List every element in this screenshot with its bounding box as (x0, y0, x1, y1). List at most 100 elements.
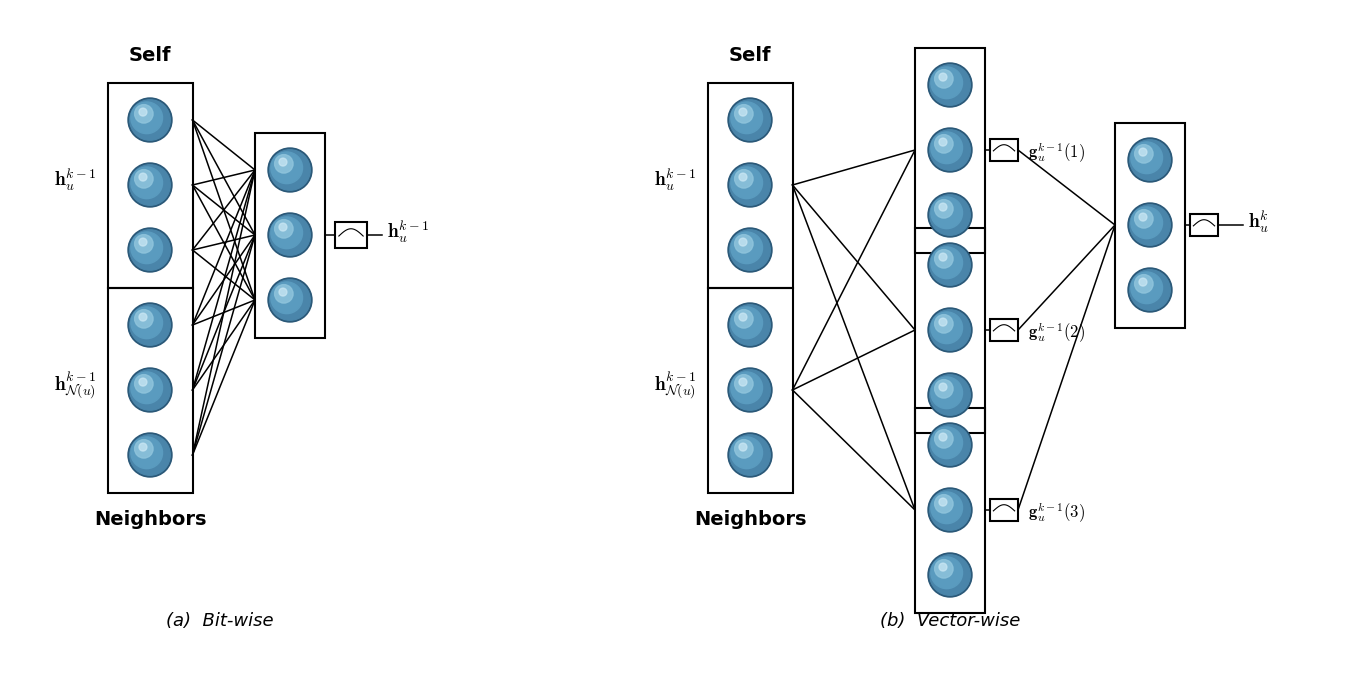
Circle shape (1139, 148, 1147, 156)
Circle shape (270, 152, 303, 184)
Text: $\mathbf{g}_{u}^{k-1}(3)$: $\mathbf{g}_{u}^{k-1}(3)$ (1028, 501, 1085, 525)
Bar (915, 407, 985, 613)
Text: Self: Self (729, 46, 771, 65)
Circle shape (927, 243, 971, 287)
Circle shape (130, 230, 170, 270)
Circle shape (930, 425, 970, 465)
Circle shape (740, 108, 746, 116)
Circle shape (731, 437, 763, 469)
Circle shape (731, 372, 763, 404)
Circle shape (930, 555, 970, 595)
Text: $\mathbf{h}_{u}^{k-1}$: $\mathbf{h}_{u}^{k-1}$ (654, 167, 696, 193)
Circle shape (930, 194, 970, 235)
Bar (708, 288, 793, 492)
Bar (915, 48, 985, 252)
Circle shape (934, 250, 954, 268)
Circle shape (930, 67, 963, 99)
Circle shape (134, 309, 154, 328)
Circle shape (279, 223, 287, 231)
Circle shape (268, 148, 311, 192)
Circle shape (130, 232, 162, 264)
Circle shape (729, 98, 772, 142)
Circle shape (729, 303, 772, 347)
Circle shape (938, 138, 947, 146)
Circle shape (927, 373, 971, 417)
Circle shape (731, 307, 763, 339)
Circle shape (270, 215, 310, 255)
Circle shape (130, 435, 170, 475)
Circle shape (1139, 213, 1147, 221)
Circle shape (130, 102, 162, 134)
Text: $\mathbf{h}_{\mathcal{N}(u)}^{k-1}$: $\mathbf{h}_{\mathcal{N}(u)}^{k-1}$ (654, 370, 696, 401)
Circle shape (729, 163, 772, 207)
Circle shape (139, 378, 147, 386)
Circle shape (1129, 140, 1170, 180)
Circle shape (1128, 138, 1172, 182)
Circle shape (934, 379, 954, 398)
Circle shape (934, 430, 954, 448)
Circle shape (134, 439, 154, 458)
Circle shape (1131, 207, 1162, 239)
Circle shape (128, 163, 172, 207)
Circle shape (938, 203, 947, 211)
Circle shape (128, 303, 172, 347)
Circle shape (740, 443, 746, 451)
Circle shape (130, 167, 162, 199)
Circle shape (938, 73, 947, 81)
Circle shape (730, 305, 770, 345)
Circle shape (130, 372, 162, 404)
Circle shape (279, 288, 287, 296)
Circle shape (930, 65, 970, 105)
Circle shape (930, 310, 970, 350)
Circle shape (274, 220, 294, 238)
Circle shape (729, 228, 772, 272)
Circle shape (1135, 145, 1152, 163)
Circle shape (730, 370, 770, 410)
Circle shape (139, 108, 147, 116)
Text: $\mathbf{g}_{u}^{k-1}(2)$: $\mathbf{g}_{u}^{k-1}(2)$ (1028, 321, 1085, 345)
Circle shape (938, 383, 947, 391)
Circle shape (927, 308, 971, 352)
Circle shape (270, 217, 303, 249)
Circle shape (1139, 278, 1147, 286)
Text: $\mathbf{h}_{u}^{k-1}$: $\mathbf{h}_{u}^{k-1}$ (387, 218, 429, 245)
Circle shape (930, 375, 970, 415)
Circle shape (927, 488, 971, 532)
Circle shape (927, 63, 971, 107)
Bar (991, 139, 1018, 161)
Circle shape (128, 228, 172, 272)
Circle shape (938, 433, 947, 441)
Text: $\mathbf{g}_{u}^{k-1}(1)$: $\mathbf{g}_{u}^{k-1}(1)$ (1028, 141, 1085, 165)
Text: Neighbors: Neighbors (694, 510, 807, 529)
Circle shape (139, 238, 147, 246)
Circle shape (740, 378, 746, 386)
Circle shape (930, 557, 963, 589)
Circle shape (930, 247, 963, 279)
Circle shape (128, 368, 172, 412)
Circle shape (927, 423, 971, 467)
Text: Neighbors: Neighbors (93, 510, 206, 529)
Circle shape (1128, 203, 1172, 247)
Circle shape (1131, 272, 1162, 304)
Circle shape (934, 69, 954, 88)
Circle shape (731, 167, 763, 199)
Text: (b)  Vector-wise: (b) Vector-wise (879, 612, 1021, 630)
Bar (915, 228, 985, 432)
Circle shape (270, 282, 303, 313)
Circle shape (734, 235, 753, 253)
Circle shape (274, 154, 294, 173)
Circle shape (927, 193, 971, 237)
Circle shape (130, 370, 170, 410)
Circle shape (139, 313, 147, 321)
Circle shape (268, 278, 311, 322)
Circle shape (934, 135, 954, 153)
Circle shape (740, 238, 746, 246)
Circle shape (270, 279, 310, 320)
Bar (107, 288, 192, 492)
Bar (107, 82, 192, 288)
Bar (991, 499, 1018, 521)
Circle shape (740, 173, 746, 181)
Circle shape (1135, 209, 1152, 228)
Text: $\mathbf{h}_{\mathcal{N}(u)}^{k-1}$: $\mathbf{h}_{\mathcal{N}(u)}^{k-1}$ (54, 370, 96, 401)
Circle shape (1129, 205, 1170, 245)
